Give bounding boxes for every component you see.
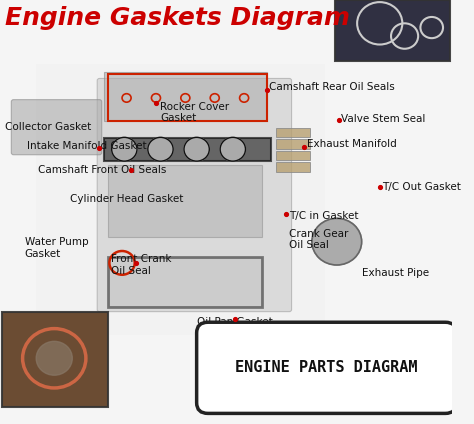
Circle shape: [148, 137, 173, 161]
Bar: [104, 138, 271, 161]
Bar: [276, 139, 310, 149]
Text: T/C Out Gasket: T/C Out Gasket: [382, 181, 461, 192]
Circle shape: [36, 341, 73, 375]
FancyBboxPatch shape: [197, 322, 456, 413]
Bar: [2, 312, 109, 407]
Text: Valve Stem Seal: Valve Stem Seal: [341, 114, 426, 124]
Bar: [276, 128, 310, 137]
FancyBboxPatch shape: [97, 78, 292, 312]
Circle shape: [312, 218, 362, 265]
Text: Camshaft Rear Oil Seals: Camshaft Rear Oil Seals: [269, 82, 395, 92]
Bar: [335, 0, 450, 61]
Circle shape: [220, 137, 246, 161]
Text: Rocker Cover
Gasket: Rocker Cover Gasket: [161, 102, 229, 123]
Text: T/C in Gasket: T/C in Gasket: [289, 211, 359, 221]
Circle shape: [184, 137, 210, 161]
Bar: [109, 74, 267, 121]
Text: Cylinder Head Gasket: Cylinder Head Gasket: [70, 194, 183, 204]
Text: Collector Gasket: Collector Gasket: [5, 122, 91, 132]
Circle shape: [112, 137, 137, 161]
Bar: [109, 257, 262, 307]
Text: Front Crank
Oil Seal: Front Crank Oil Seal: [111, 254, 171, 276]
Text: Oil Pan Gasket: Oil Pan Gasket: [197, 317, 273, 327]
Bar: [104, 72, 267, 121]
Text: Exhaust Pipe: Exhaust Pipe: [362, 268, 429, 279]
Text: Intake Manifold Gasket: Intake Manifold Gasket: [27, 141, 147, 151]
Bar: [109, 165, 262, 237]
Text: Water Pump
Gasket: Water Pump Gasket: [25, 237, 89, 259]
Text: Camshaft Front Oil Seals: Camshaft Front Oil Seals: [38, 165, 167, 175]
Text: Crank Gear
Oil Seal: Crank Gear Oil Seal: [289, 229, 349, 250]
Text: ENGINE PARTS DIAGRAM: ENGINE PARTS DIAGRAM: [236, 360, 418, 375]
Bar: [36, 64, 326, 335]
FancyBboxPatch shape: [11, 100, 102, 155]
Bar: [276, 151, 310, 160]
Bar: [276, 162, 310, 172]
Text: Engine Gaskets Diagram: Engine Gaskets Diagram: [5, 6, 349, 31]
Text: Exhaust Manifold: Exhaust Manifold: [308, 139, 397, 149]
